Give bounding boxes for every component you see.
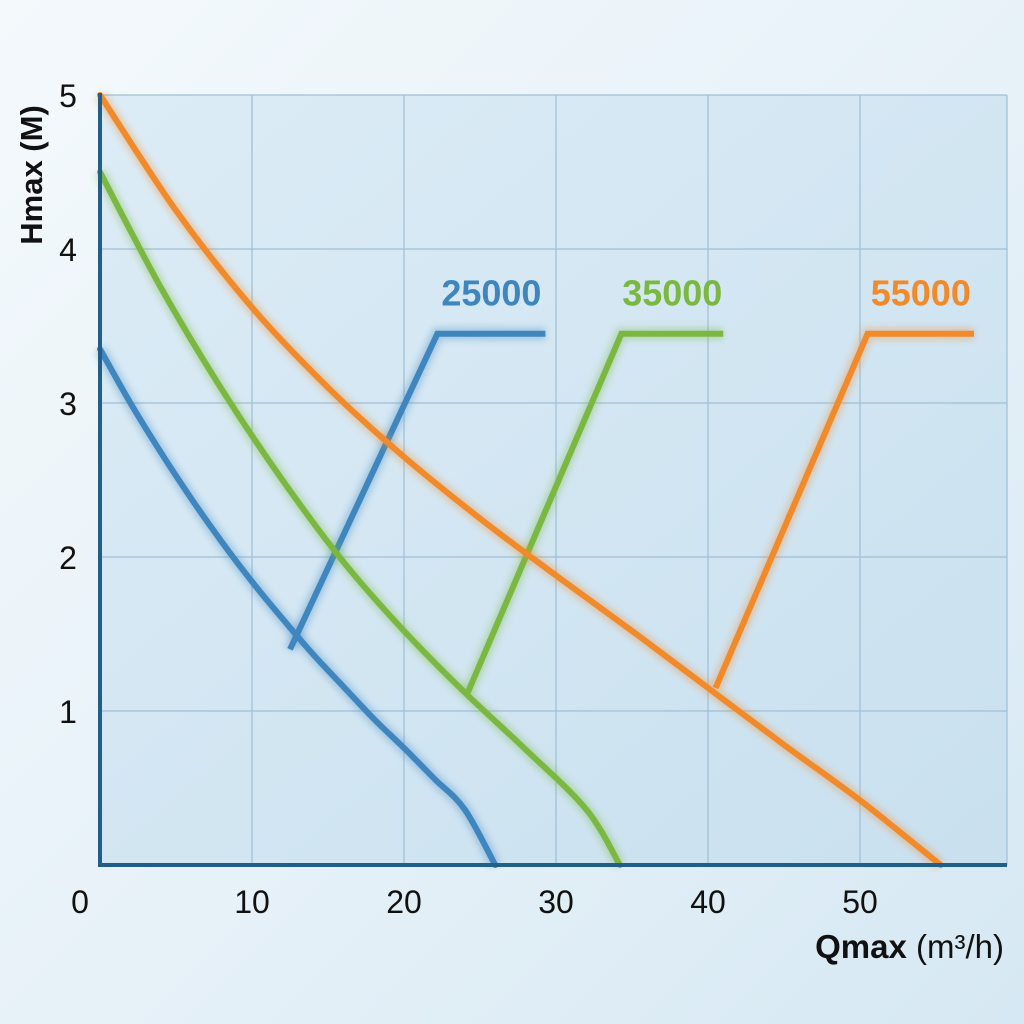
x-tick-label: 20 — [386, 884, 422, 920]
x-axis-label: Qmax (m³/h) — [815, 928, 1004, 965]
y-tick-label: 3 — [59, 386, 77, 422]
series-curve-line — [97, 92, 944, 868]
y-axis-label: Hmax (M) — [14, 105, 49, 245]
series-curve-line — [97, 169, 623, 868]
series-label: 25000 — [441, 273, 541, 314]
x-axis-label-name: Qmax — [815, 928, 907, 965]
series-35000: 35000 — [94, 169, 724, 869]
x-tick-label: 40 — [690, 884, 726, 920]
y-tick-label: 1 — [59, 694, 77, 730]
series-layer: 25000 35000 55000 — [94, 91, 974, 870]
x-tick-label: 50 — [842, 884, 878, 920]
series-pointer-line — [287, 330, 546, 651]
x-axis-label-unit: (m³/h) — [907, 928, 1004, 965]
x-tick-label: 30 — [538, 884, 574, 920]
series-label: 35000 — [622, 273, 722, 314]
series-25000: 25000 — [94, 273, 546, 868]
x-tick-label: 10 — [234, 884, 270, 920]
y-tick-label: 2 — [59, 540, 77, 576]
series-pointer-line — [712, 330, 974, 690]
axes — [98, 93, 1007, 867]
series-pointer-line — [465, 330, 724, 694]
tick-labels: 0 10 20 30 40 50 1 2 3 4 5 — [59, 78, 878, 920]
y-tick-label: 4 — [59, 232, 77, 268]
series-label: 55000 — [871, 273, 971, 314]
x-tick-label: 0 — [71, 884, 89, 920]
y-tick-label: 5 — [59, 78, 77, 114]
series-55000: 55000 — [94, 91, 974, 870]
